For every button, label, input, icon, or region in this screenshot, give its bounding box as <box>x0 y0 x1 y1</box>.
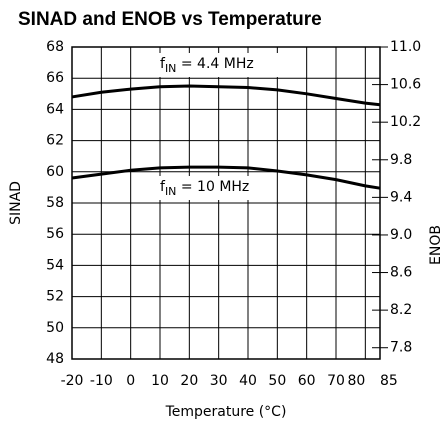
x-tick-label: 60 <box>298 373 316 389</box>
x-tick-label: -10 <box>90 373 113 389</box>
annotation: fIN = 10 MHz <box>160 179 249 198</box>
y2-tick-label: 10.2 <box>390 114 421 130</box>
x-tick-label: 0 <box>126 373 135 389</box>
y2-tick-label: 11.0 <box>390 39 421 55</box>
y2-tick-label: 8.6 <box>390 265 412 281</box>
annotation-sub: IN <box>165 185 176 198</box>
chart-title: SINAD and ENOB vs Temperature <box>18 9 322 30</box>
x-tick-label: 70 <box>327 373 345 389</box>
x-tick-label: 20 <box>180 373 198 389</box>
y-tick-label: 56 <box>46 226 64 242</box>
y2-tick-label: 9.8 <box>390 152 412 168</box>
y-tick-label: 62 <box>46 133 64 149</box>
y2-tick-label: 9.4 <box>390 189 412 205</box>
y-tick-label: 58 <box>46 195 64 211</box>
x-tick-label: 40 <box>239 373 257 389</box>
x-tick-label: 85 <box>380 373 398 389</box>
y-tick-label: 68 <box>46 39 64 55</box>
annotation-sub: IN <box>165 62 176 75</box>
y-tick-label: 60 <box>46 164 64 180</box>
y-tick-label: 50 <box>46 320 64 336</box>
y-tick-label: 48 <box>46 351 64 367</box>
annotation-text: f <box>160 56 166 72</box>
y-tick-label: 66 <box>46 70 64 86</box>
line-series <box>71 84 381 107</box>
y2-tick-label: 9.0 <box>390 227 412 243</box>
annotation-bg <box>157 176 261 200</box>
y-axis-label: SINAD <box>8 181 24 225</box>
x-tick-label: 80 <box>348 373 366 389</box>
plot-frame <box>71 46 381 360</box>
x-axis-label: Temperature (°C) <box>165 404 287 420</box>
annotation-bg <box>157 53 279 77</box>
line-series <box>71 165 381 190</box>
y-tick-label: 54 <box>46 257 64 273</box>
annotation-rest: = 10 MHz <box>176 179 249 195</box>
y2-tick-label: 10.6 <box>390 77 421 93</box>
y-tick-label: 64 <box>46 101 64 117</box>
y2-axis-label: ENOB <box>428 225 444 265</box>
x-tick-label: -20 <box>61 373 84 389</box>
y2-tick-label: 7.8 <box>390 340 412 356</box>
annotation-rest: = 4.4 MHz <box>176 56 253 72</box>
annotation-text: f <box>160 179 166 195</box>
y-tick-label: 52 <box>46 289 64 305</box>
annotation: fIN = 4.4 MHz <box>160 56 254 75</box>
x-tick-label: 10 <box>151 373 169 389</box>
x-tick-label: 50 <box>268 373 286 389</box>
y2-tick-label: 8.2 <box>390 302 412 318</box>
x-tick-label: 30 <box>210 373 228 389</box>
